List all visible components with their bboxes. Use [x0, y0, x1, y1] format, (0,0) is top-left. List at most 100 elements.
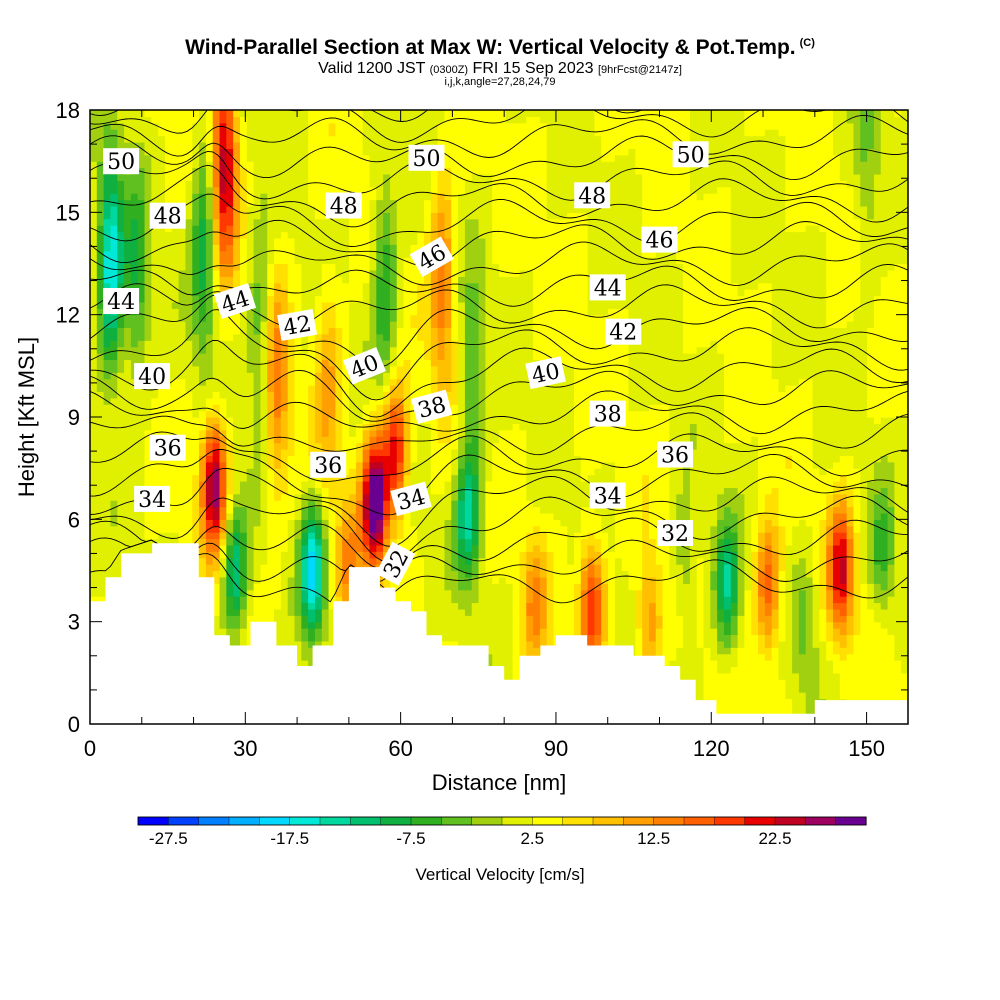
field-cell — [853, 564, 861, 572]
field-cell — [635, 583, 643, 591]
field-cell — [158, 519, 166, 527]
field-cell — [485, 474, 493, 482]
field-cell — [246, 621, 255, 629]
field-cell — [860, 692, 868, 700]
field-cell — [696, 544, 705, 552]
field-cell — [171, 461, 180, 469]
field-cell — [403, 538, 411, 546]
field-cell — [314, 634, 323, 642]
field-cell — [294, 589, 302, 597]
field-cell — [696, 647, 705, 655]
field-cell — [287, 493, 296, 501]
field-cell — [321, 474, 330, 482]
field-cell — [723, 596, 732, 604]
field-cell — [274, 634, 282, 642]
field-cell — [437, 493, 446, 501]
field-cell — [798, 493, 807, 501]
field-cell — [771, 647, 780, 655]
field-cell — [758, 596, 766, 604]
field-cell — [314, 608, 323, 616]
field-cell — [178, 461, 187, 469]
field-cell — [124, 493, 132, 501]
field-cell — [260, 455, 268, 463]
field-cell — [635, 621, 643, 629]
field-cell — [96, 461, 105, 469]
field-cell — [703, 647, 711, 655]
field-cell — [403, 570, 411, 578]
field-cell — [717, 576, 725, 584]
field-cell — [887, 653, 895, 661]
field-cell — [873, 672, 882, 680]
field-cell — [873, 551, 882, 559]
field-cell — [219, 628, 227, 636]
field-cell — [553, 615, 561, 623]
field-cell — [383, 493, 391, 501]
field-cell — [226, 564, 234, 572]
field-cell — [158, 461, 166, 469]
field-cell — [239, 500, 248, 508]
field-cell — [867, 602, 875, 610]
field-cell — [846, 666, 855, 674]
field-cell — [833, 512, 841, 520]
field-cell — [635, 474, 643, 482]
field-cell — [785, 692, 793, 700]
field-cell — [744, 672, 752, 680]
field-cell — [703, 653, 711, 661]
field-cell — [887, 519, 895, 527]
field-cell — [573, 512, 582, 520]
field-cell — [233, 512, 241, 520]
field-cell — [478, 474, 486, 482]
field-cell — [635, 461, 643, 469]
field-cell — [901, 519, 908, 527]
field-cell — [287, 506, 296, 514]
field-cell — [349, 506, 357, 514]
field-cell — [614, 538, 623, 546]
field-cell — [389, 506, 398, 514]
field-cell — [403, 474, 411, 482]
field-cell — [233, 506, 241, 514]
field-cell — [185, 480, 193, 488]
field-cell — [573, 557, 582, 565]
field-cell — [546, 480, 555, 488]
field-cell — [860, 525, 868, 533]
field-cell — [873, 666, 882, 674]
field-cell — [239, 615, 248, 623]
field-cell — [417, 455, 425, 463]
field-cell — [485, 576, 493, 584]
field-cell — [635, 551, 643, 559]
field-cell — [703, 532, 711, 540]
field-cell — [771, 512, 780, 520]
field-cell — [212, 512, 221, 520]
field-cell — [376, 455, 384, 463]
field-cell — [648, 621, 657, 629]
field-cell — [594, 576, 602, 584]
field-cell — [342, 564, 350, 572]
field-cell — [383, 576, 391, 584]
field-cell — [437, 551, 446, 559]
field-cell — [458, 602, 466, 610]
field-cell — [103, 455, 112, 463]
field-cell — [648, 512, 657, 520]
field-cell — [369, 512, 377, 520]
field-cell — [737, 628, 745, 636]
field-cell — [287, 589, 296, 597]
field-cell — [458, 583, 466, 591]
field-cell — [464, 468, 473, 476]
field-cell — [894, 538, 902, 546]
field-cell — [785, 653, 793, 661]
field-cell — [205, 487, 214, 495]
field-cell — [737, 468, 745, 476]
field-cell — [499, 576, 507, 584]
field-cell — [321, 487, 330, 495]
field-cell — [130, 519, 139, 527]
field-cell — [771, 596, 780, 604]
field-cell — [321, 551, 330, 559]
field-cell — [771, 692, 780, 700]
field-cell — [499, 570, 507, 578]
field-cell — [233, 461, 241, 469]
field-cell — [219, 468, 227, 476]
field-cell — [758, 666, 766, 674]
field-cell — [471, 589, 480, 597]
field-cell — [492, 576, 500, 584]
field-cell — [137, 461, 146, 469]
